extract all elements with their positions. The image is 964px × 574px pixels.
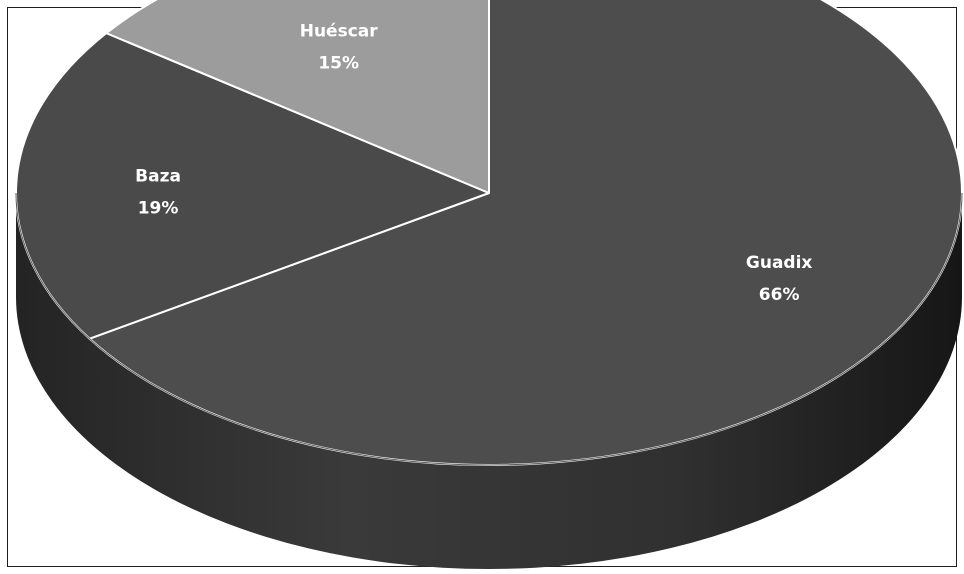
slice-label-value: 19% [138,199,179,219]
slice-label-value: 66% [759,285,800,305]
pie-side-wall [16,193,962,569]
slice-label-name: Huéscar [300,22,379,42]
slice-label-value: 15% [318,54,359,74]
pie-top-rim [15,192,963,466]
slice-label-name: Baza [135,167,181,187]
slice-label-name: Guadix [746,253,813,273]
pie-slice-hu-scar [105,0,490,194]
